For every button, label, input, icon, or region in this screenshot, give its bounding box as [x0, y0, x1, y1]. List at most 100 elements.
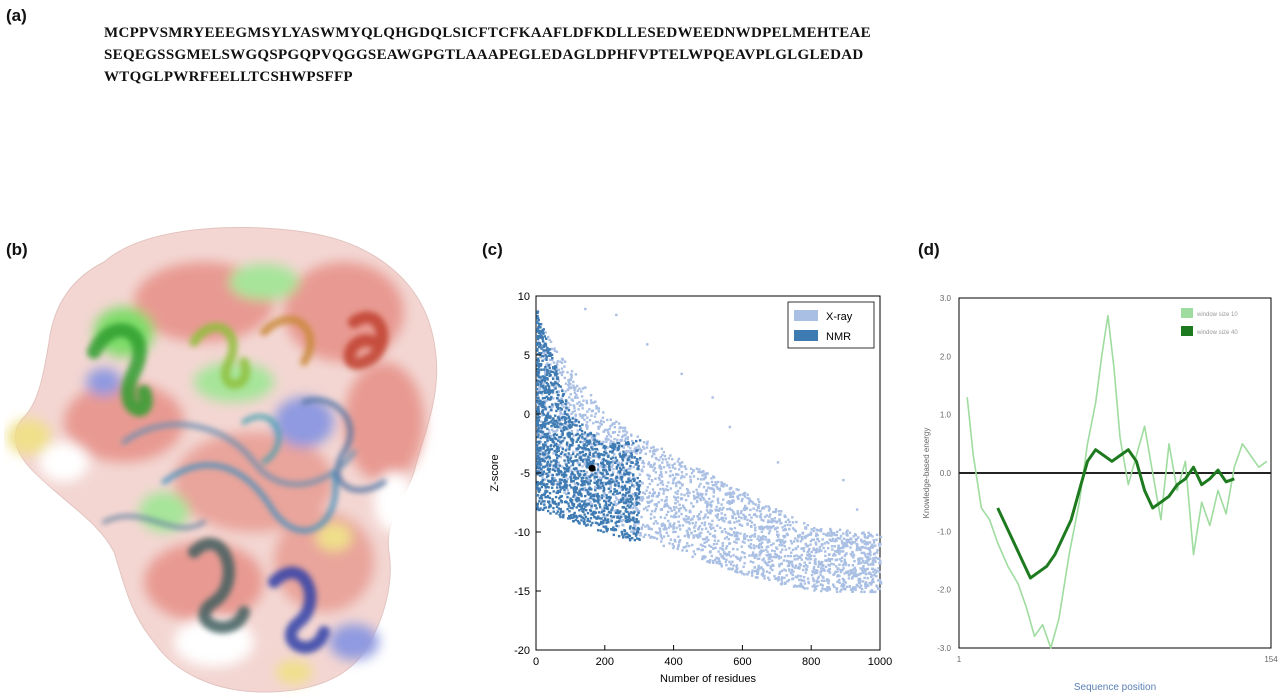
data-point [536, 408, 539, 411]
data-point [635, 452, 638, 455]
data-point [549, 390, 552, 393]
data-point [695, 488, 698, 492]
data-point [674, 540, 677, 543]
data-point [741, 497, 744, 501]
data-point [653, 509, 657, 513]
data-point [607, 500, 611, 503]
data-point [821, 560, 824, 564]
data-point [685, 542, 689, 545]
data-point [558, 409, 562, 413]
data-point [566, 444, 569, 448]
data-point [804, 526, 808, 530]
data-point [827, 581, 830, 585]
data-point [591, 448, 594, 451]
data-point [577, 420, 581, 424]
data-point [842, 578, 846, 582]
data-point [855, 543, 859, 546]
data-point [760, 550, 763, 554]
data-point [754, 503, 757, 506]
data-point [879, 582, 883, 585]
data-point [777, 510, 781, 513]
data-point [539, 400, 542, 404]
data-point [868, 534, 871, 537]
data-point [536, 472, 540, 476]
data-point [536, 435, 539, 439]
data-point [801, 547, 804, 551]
data-point [589, 432, 593, 436]
data-point [546, 351, 550, 354]
data-point [545, 485, 548, 488]
data-point [552, 445, 556, 448]
data-point [866, 535, 870, 538]
data-point [536, 465, 539, 469]
data-point [567, 431, 571, 435]
data-point [844, 544, 847, 548]
data-point [615, 515, 618, 518]
data-point [847, 577, 851, 580]
data-point [632, 465, 635, 469]
data-point [590, 513, 593, 516]
data-point [589, 474, 593, 477]
data-point [819, 583, 822, 586]
data-point [685, 492, 689, 495]
data-point [556, 425, 560, 429]
data-point [871, 590, 875, 594]
data-point [692, 469, 695, 473]
data-point [772, 555, 776, 559]
data-point [568, 434, 572, 437]
data-point [595, 472, 599, 476]
data-point [621, 488, 625, 491]
data-point [688, 544, 691, 548]
data-point [871, 563, 875, 566]
data-point [556, 480, 559, 484]
data-point [584, 449, 587, 452]
data-point [609, 457, 613, 460]
data-point [588, 462, 592, 465]
data-point [613, 488, 616, 491]
data-point [693, 529, 697, 533]
data-point [544, 385, 548, 388]
data-point [700, 471, 703, 474]
data-point [879, 562, 882, 565]
data-point [614, 447, 618, 451]
data-point [536, 349, 539, 352]
data-point [657, 458, 661, 462]
data-point [621, 457, 624, 460]
data-point [691, 522, 694, 525]
data-point [641, 523, 645, 527]
data-point [858, 573, 861, 576]
data-point [753, 566, 757, 569]
data-point [628, 458, 632, 462]
data-point [820, 589, 823, 593]
data-point [629, 449, 633, 453]
data-point [635, 520, 638, 523]
data-point [592, 498, 595, 501]
data-point [602, 465, 605, 469]
data-point [743, 532, 746, 536]
data-point [562, 466, 566, 470]
data-point [646, 486, 649, 489]
data-point [575, 449, 578, 452]
data-point [646, 440, 649, 444]
data-point [684, 509, 688, 512]
data-point [761, 541, 764, 544]
data-point [706, 516, 710, 519]
data-point [617, 461, 621, 464]
data-point [545, 381, 548, 385]
data-point [719, 553, 722, 556]
data-point [714, 558, 717, 562]
data-point [806, 587, 809, 590]
data-point [616, 471, 620, 475]
data-point [717, 539, 720, 543]
data-point [599, 464, 603, 467]
data-point [594, 412, 597, 415]
data-point [708, 522, 711, 526]
data-point [827, 579, 831, 582]
data-point [594, 447, 597, 451]
data-point [673, 530, 676, 534]
data-point [738, 523, 741, 526]
data-point [653, 536, 656, 539]
data-point [626, 472, 629, 476]
data-point [574, 495, 578, 498]
data-point [586, 410, 589, 413]
